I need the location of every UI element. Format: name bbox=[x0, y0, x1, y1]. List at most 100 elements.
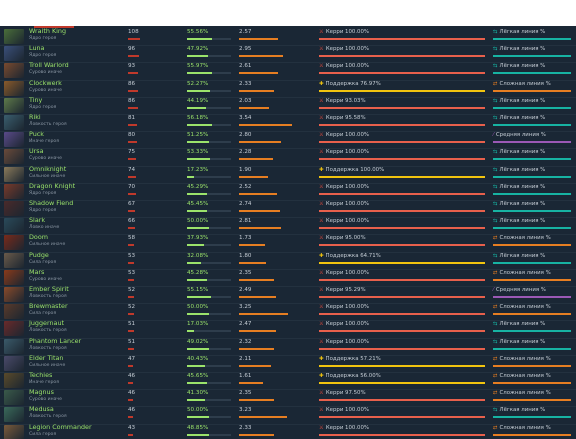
hero-portrait[interactable] bbox=[4, 80, 24, 96]
role-cell: ⚔ Керри 97.50% bbox=[319, 390, 366, 397]
hero-name-link[interactable]: Pudge bbox=[29, 250, 49, 259]
hero-name-link[interactable]: Troll Warlord bbox=[29, 61, 69, 70]
table-row[interactable]: Puck Иначе героя 80 51.25% 2.80 ⚔ Керри 100.00… bbox=[0, 130, 576, 150]
hero-subtitle: Ловко иначе bbox=[29, 225, 60, 231]
hero-portrait[interactable] bbox=[4, 97, 24, 113]
table-row[interactable]: Mars Сурово иначе 53 45.28% 2.35 ⚔ Керри 100.0… bbox=[0, 267, 576, 287]
hero-portrait[interactable] bbox=[4, 424, 24, 439]
hero-portrait[interactable] bbox=[4, 183, 24, 199]
winrate-bar bbox=[187, 106, 206, 109]
table-row[interactable]: Slark Ловко иначе 66 50.00% 2.81 ⚔ Керри 100.0… bbox=[0, 216, 576, 236]
hero-portrait[interactable] bbox=[4, 269, 24, 285]
table-row[interactable]: Dragon Knight Ядро героя 70 45.29% 2.52 ⚔ Керр… bbox=[0, 181, 576, 201]
lane-text: Лёгкая линия % bbox=[499, 183, 546, 190]
table-row[interactable]: Juggernaut Ловкость героя 51 17.03% 2.47 ⚔ Кер… bbox=[0, 319, 576, 339]
role-icon: ✚ bbox=[319, 166, 324, 173]
hero-name-link[interactable]: Slark bbox=[29, 216, 46, 225]
hero-portrait[interactable] bbox=[4, 373, 24, 388]
hero-name-link[interactable]: Techies bbox=[29, 371, 53, 379]
winrate-bar bbox=[187, 89, 210, 92]
table-row[interactable]: Luna Ядро героя 96 47.92% 2.95 ⚔ Керри 100.00%… bbox=[0, 44, 576, 64]
hero-portrait[interactable] bbox=[4, 355, 24, 371]
hero-portrait[interactable] bbox=[4, 287, 24, 302]
hero-name-link[interactable]: Elder Titan bbox=[29, 353, 64, 362]
hero-name-link[interactable]: Ursa bbox=[29, 147, 44, 156]
hero-name-link[interactable]: Brewmaster bbox=[29, 302, 68, 311]
winrate-track bbox=[187, 227, 231, 230]
hero-portrait[interactable] bbox=[4, 166, 24, 182]
lane-cell: ⇆ Лёгкая линия % bbox=[493, 407, 545, 414]
role-bar bbox=[319, 313, 485, 316]
role-bar bbox=[319, 347, 485, 350]
table-row[interactable]: Clockwerk Сурово иначе 86 52.27% 2.33 ✚ Поддер… bbox=[0, 78, 576, 98]
table-row[interactable]: Pudge Сила героя 53 32.08% 1.80 ✚ Поддержка 64… bbox=[0, 250, 576, 270]
hero-name-link[interactable]: Tiny bbox=[29, 95, 43, 104]
hero-portrait[interactable] bbox=[4, 252, 24, 268]
winrate-value: 56.18% bbox=[187, 115, 209, 121]
table-row[interactable]: Ursa Сурово иначе 75 53.33% 2.28 ⚔ Керри 100.0… bbox=[0, 147, 576, 167]
hero-subtitle: Ядро героя bbox=[29, 36, 57, 41]
hero-portrait[interactable] bbox=[4, 149, 24, 165]
role-bar bbox=[319, 158, 485, 161]
table-row[interactable]: Medusa Ловкость героя 46 50.00% 3.23 ⚔ Керри 1… bbox=[0, 405, 576, 425]
hero-portrait[interactable] bbox=[4, 321, 24, 337]
hero-name-link[interactable]: Wraith King bbox=[29, 27, 67, 35]
winrate-bar bbox=[187, 296, 211, 298]
table-row[interactable]: Omniknight Сильное иначе 74 17.23% 1.90 ✚ Подд… bbox=[0, 164, 576, 184]
hero-name-link[interactable]: Phantom Lancer bbox=[29, 336, 82, 345]
role-icon: ⚔ bbox=[319, 269, 324, 276]
table-row[interactable]: Legion Commander Сила героя 43 48.85% 2.33 ⚔ К… bbox=[0, 422, 576, 439]
matches-count: 43 bbox=[128, 424, 136, 431]
hero-portrait[interactable] bbox=[4, 390, 24, 406]
hero-name-link[interactable]: Shadow Fiend bbox=[29, 199, 74, 207]
hero-name-link[interactable]: Puck bbox=[29, 130, 45, 139]
winrate-bar bbox=[187, 278, 207, 281]
winrate-bar bbox=[187, 399, 205, 402]
kda-value: 2.47 bbox=[239, 321, 252, 328]
hero-portrait[interactable] bbox=[4, 115, 24, 130]
role-text: Керри 100.00% bbox=[325, 149, 370, 156]
hero-portrait[interactable] bbox=[4, 132, 24, 148]
hero-name-link[interactable]: Juggernaut bbox=[29, 319, 65, 328]
winrate-bar bbox=[187, 55, 208, 58]
hero-name-link[interactable]: Luna bbox=[29, 44, 45, 53]
hero-name-link[interactable]: Doom bbox=[29, 233, 48, 242]
hero-portrait[interactable] bbox=[4, 201, 24, 216]
hero-subtitle: Ядро героя bbox=[29, 104, 57, 110]
table-row[interactable]: Brewmaster Сила героя 52 50.00% 3.25 ⚔ Керри 1… bbox=[0, 302, 576, 322]
table-row[interactable]: Techies Иначе героя 46 45.65% 1.61 ✚ Поддержка… bbox=[0, 371, 576, 391]
hero-name-link[interactable]: Legion Commander bbox=[29, 422, 92, 431]
role-text: Керри 100.00% bbox=[325, 132, 370, 139]
hero-subtitle: Ловкость героя bbox=[29, 294, 67, 299]
role-cell: ⚔ Керри 100.00% bbox=[319, 29, 369, 36]
hero-portrait[interactable] bbox=[4, 338, 24, 354]
hero-name-link[interactable]: Riki bbox=[29, 113, 41, 121]
hero-name-link[interactable]: Ember Spirit bbox=[29, 285, 69, 293]
table-row[interactable]: Phantom Lancer Ловкость героя 51 49.02% 2.32… bbox=[0, 336, 576, 356]
table-row[interactable]: Troll Warlord Сурово иначе 93 55.97% 2.61 ⚔ Ке… bbox=[0, 61, 576, 81]
table-row[interactable]: Riki Ловкость героя 81 56.18% 3.54 ⚔ Керри 95.… bbox=[0, 113, 576, 133]
table-row[interactable]: Ember Spirit Ловкость героя 52 55.15% 2.49 ⚔ К… bbox=[0, 285, 576, 305]
hero-name-link[interactable]: Omniknight bbox=[29, 164, 67, 173]
lane-cell: ⇄ Сложная линия % bbox=[493, 235, 551, 242]
lane-text: Сложная линия % bbox=[499, 355, 551, 362]
hero-name-link[interactable]: Mars bbox=[29, 267, 45, 276]
hero-portrait[interactable] bbox=[4, 304, 24, 320]
table-row[interactable]: Wraith King Ядро героя 108 55.56% 2.57 ⚔ Керри… bbox=[0, 27, 576, 47]
hero-name-link[interactable]: Clockwerk bbox=[29, 78, 62, 87]
hero-portrait[interactable] bbox=[4, 29, 24, 44]
hero-portrait[interactable] bbox=[4, 46, 24, 62]
hero-portrait[interactable] bbox=[4, 63, 24, 79]
hero-name-link[interactable]: Medusa bbox=[29, 405, 54, 414]
hero-name-link[interactable]: Dragon Knight bbox=[29, 181, 76, 190]
hero-name-link[interactable]: Magnus bbox=[29, 388, 54, 397]
hero-portrait[interactable] bbox=[4, 218, 24, 234]
role-bar bbox=[319, 72, 485, 75]
table-row[interactable]: Magnus Сурово иначе 46 41.30% 2.35 ⚔ Керри 97.… bbox=[0, 388, 576, 408]
table-row[interactable]: Doom Сильное иначе 58 37.93% 1.73 ⚔ Керри 95.0… bbox=[0, 233, 576, 253]
table-row[interactable]: Elder Titan Сильное иначе 47 40.43% 2.11 ✚ Под… bbox=[0, 353, 576, 373]
hero-portrait[interactable] bbox=[4, 407, 24, 423]
table-row[interactable]: Tiny Ядро героя 86 44.19% 2.03 ⚔ Керри 93.03% ⇆… bbox=[0, 95, 576, 115]
table-row[interactable]: Shadow Fiend Ядро героя 67 45.45% 2.74 ⚔ Керри… bbox=[0, 199, 576, 219]
hero-portrait[interactable] bbox=[4, 235, 24, 251]
